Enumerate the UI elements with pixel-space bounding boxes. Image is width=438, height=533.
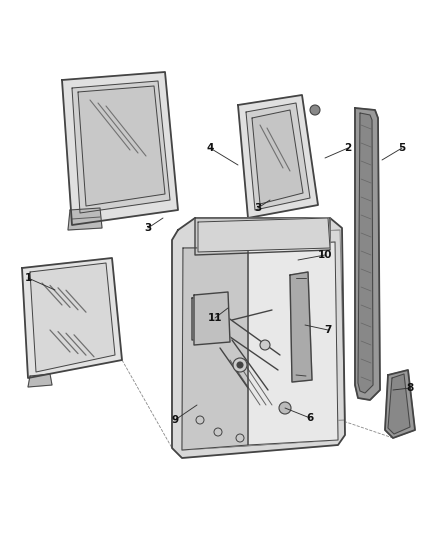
- Text: 5: 5: [399, 143, 406, 153]
- Polygon shape: [192, 295, 225, 340]
- Circle shape: [279, 402, 291, 414]
- Text: 2: 2: [344, 143, 352, 153]
- Text: 1: 1: [25, 273, 32, 283]
- Polygon shape: [242, 230, 345, 425]
- Text: 11: 11: [208, 313, 222, 323]
- Polygon shape: [246, 103, 310, 210]
- Polygon shape: [238, 95, 318, 218]
- Polygon shape: [22, 258, 122, 378]
- Polygon shape: [194, 292, 230, 345]
- Text: 3: 3: [145, 223, 152, 233]
- Text: 6: 6: [306, 413, 314, 423]
- Circle shape: [260, 340, 270, 350]
- Text: 4: 4: [206, 143, 214, 153]
- Polygon shape: [355, 108, 380, 400]
- Polygon shape: [198, 218, 330, 252]
- Polygon shape: [62, 72, 178, 225]
- Polygon shape: [252, 110, 303, 204]
- Circle shape: [233, 358, 247, 372]
- Polygon shape: [72, 81, 170, 213]
- Polygon shape: [182, 242, 338, 450]
- Text: 9: 9: [171, 415, 179, 425]
- Polygon shape: [172, 218, 345, 458]
- Polygon shape: [388, 374, 410, 434]
- Polygon shape: [30, 263, 115, 372]
- Polygon shape: [182, 248, 248, 450]
- Text: 10: 10: [318, 250, 332, 260]
- Polygon shape: [290, 272, 312, 382]
- Text: 7: 7: [324, 325, 332, 335]
- Text: 8: 8: [406, 383, 413, 393]
- Polygon shape: [385, 370, 415, 438]
- Polygon shape: [68, 208, 102, 230]
- Polygon shape: [78, 86, 165, 206]
- Circle shape: [237, 362, 243, 368]
- Polygon shape: [248, 242, 338, 445]
- Polygon shape: [196, 300, 221, 336]
- Polygon shape: [358, 113, 373, 393]
- Text: 3: 3: [254, 203, 261, 213]
- Polygon shape: [28, 374, 52, 387]
- Polygon shape: [195, 218, 330, 255]
- Circle shape: [310, 105, 320, 115]
